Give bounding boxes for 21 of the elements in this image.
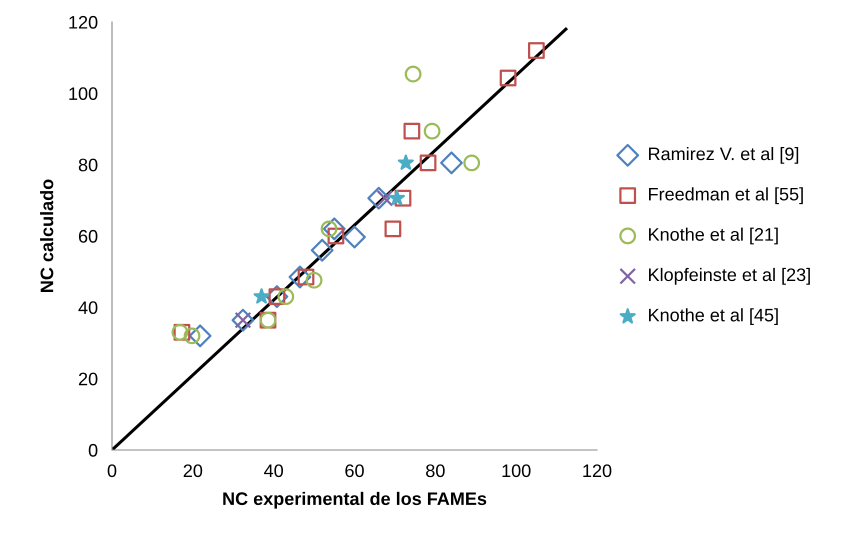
y-tick-label: 0: [88, 444, 98, 457]
y-tick-label: 40: [78, 301, 98, 314]
x-tick-label: 40: [264, 464, 284, 478]
x-tick-label: 80: [426, 464, 445, 478]
x-tick-label: 20: [184, 464, 202, 478]
y-tick-label: 20: [78, 372, 98, 386]
x-axis-title: NC experimental de los FAMEs: [223, 492, 486, 509]
x-tick-label: 100: [502, 464, 531, 478]
legend-label: Klopfeinste et al [23]: [649, 268, 810, 285]
legend-label: Knothe et al [21]: [649, 228, 778, 244]
legend-label: Knothe et al [45]: [649, 308, 778, 326]
y-tick-label: 60: [78, 230, 98, 243]
legend-label: Freedman et al [55]: [649, 187, 803, 204]
x-tick-label: 0: [108, 464, 116, 478]
x-tick-label: 120: [583, 464, 612, 478]
y-axis-title: NC calculado: [40, 180, 54, 292]
y-tick-label: 80: [78, 158, 98, 172]
y-tick-label: 100: [69, 87, 98, 100]
legend-label: Ramirez V. et al [9]: [649, 146, 798, 164]
y-tick-label: 120: [69, 16, 98, 29]
x-tick-label: 60: [345, 464, 364, 478]
